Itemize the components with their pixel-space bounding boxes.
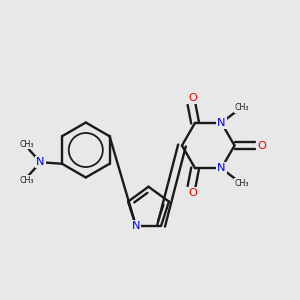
Text: CH₃: CH₃ (234, 179, 249, 188)
Text: O: O (188, 93, 197, 103)
Text: O: O (257, 140, 266, 151)
Text: O: O (188, 188, 197, 198)
Text: N: N (132, 220, 140, 231)
Text: N: N (36, 157, 45, 167)
Text: CH₃: CH₃ (234, 103, 249, 112)
Text: N: N (217, 118, 226, 128)
Text: N: N (217, 163, 226, 173)
Text: CH₃: CH₃ (20, 176, 34, 185)
Text: CH₃: CH₃ (20, 140, 34, 149)
